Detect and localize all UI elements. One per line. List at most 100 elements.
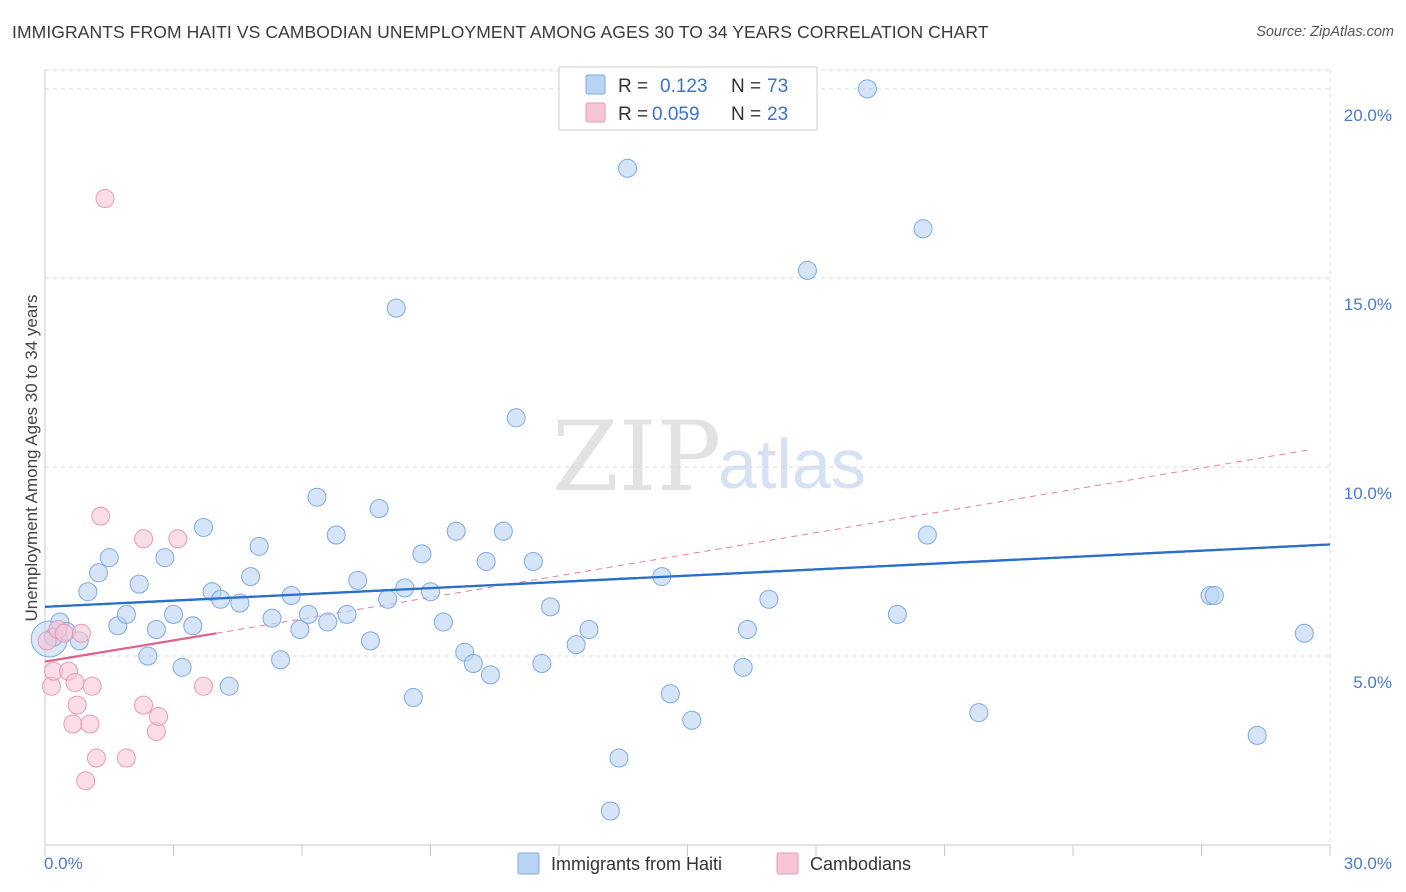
legend-r-label-haiti: R =: [618, 76, 648, 97]
data-point-haiti: [138, 646, 158, 666]
data-point-haiti: [369, 499, 389, 519]
data-point-haiti: [298, 604, 318, 624]
data-point-cambodians: [76, 771, 96, 791]
legend-n-label-haiti: N =: [731, 76, 761, 97]
data-point-haiti: [271, 650, 291, 670]
data-point-haiti: [403, 688, 423, 708]
data-point-haiti: [337, 604, 357, 624]
data-point-cambodians: [134, 695, 154, 715]
data-point-haiti: [476, 551, 496, 571]
data-point-haiti: [887, 604, 907, 624]
trend-lines-front: [44, 543, 1331, 663]
data-point-haiti: [129, 574, 149, 594]
watermark-zip: ZIP: [552, 401, 721, 513]
legend-r-label-cambodians: R =: [618, 104, 648, 125]
y-tick-label: 20.0%: [1344, 106, 1392, 125]
legend-swatch-haiti: [585, 74, 606, 95]
x-tick-label: 0.0%: [44, 854, 83, 873]
data-point-haiti: [78, 582, 98, 602]
data-point-haiti: [241, 567, 261, 587]
data-point-haiti: [493, 521, 513, 541]
data-point-haiti: [969, 703, 989, 723]
data-point-cambodians: [95, 189, 115, 209]
data-point-haiti: [660, 684, 680, 704]
data-point-haiti: [523, 551, 543, 571]
chart-title: IMMIGRANTS FROM HAITI VS CAMBODIAN UNEMP…: [12, 22, 989, 42]
data-point-haiti: [618, 158, 638, 178]
data-point-cambodians: [63, 714, 83, 734]
data-point-haiti: [1204, 585, 1224, 605]
data-point-cambodians: [82, 676, 102, 696]
data-point-haiti: [412, 544, 432, 564]
data-point-haiti: [1294, 623, 1314, 643]
data-point-haiti: [421, 582, 440, 602]
data-point-haiti: [480, 665, 500, 685]
data-point-haiti: [172, 657, 192, 677]
correlation-legend: R = 0.123 N = 73 R = 0.059 N = 23: [558, 66, 818, 131]
data-point-haiti: [733, 657, 753, 677]
data-point-haiti: [290, 620, 310, 640]
data-point-cambodians: [168, 529, 188, 549]
data-point-haiti: [759, 589, 779, 609]
watermark-atlas: atlas: [718, 425, 866, 503]
trend-line-haiti-solid: [44, 543, 1331, 608]
data-point-haiti: [326, 525, 346, 545]
trend-line-cambodians-solid: [44, 632, 217, 663]
data-point-haiti: [797, 260, 817, 280]
y-tick-labels: 5.0% 10.0% 15.0% 20.0%: [1344, 106, 1392, 692]
trend-line-cambodians-extended: [216, 449, 1309, 634]
series-legend-label-cambodians: Cambodians: [810, 854, 911, 874]
data-point-haiti: [579, 620, 599, 640]
data-point-cambodians: [86, 748, 106, 768]
legend-r-value-cambodians: 0.059: [652, 104, 700, 125]
data-point-haiti: [446, 521, 466, 541]
data-point-haiti: [146, 620, 166, 640]
data-point-haiti: [433, 612, 453, 632]
legend-r-value-haiti: 0.123: [660, 76, 708, 97]
data-point-haiti: [532, 654, 552, 674]
data-point-haiti: [361, 631, 381, 651]
data-point-haiti: [600, 801, 620, 821]
legend-n-value-cambodians: 23: [767, 104, 788, 125]
data-point-cambodians: [54, 623, 74, 643]
data-point-cambodians: [149, 706, 169, 726]
data-point-haiti: [307, 487, 327, 507]
data-point-haiti: [609, 748, 629, 768]
axes: [44, 70, 1331, 856]
data-point-haiti: [463, 654, 483, 674]
data-point-cambodians: [193, 676, 213, 696]
x-tick-labels: 0.0% 30.0%: [44, 854, 1392, 873]
x-tick-label: 30.0%: [1344, 854, 1392, 873]
data-point-cambodians: [71, 623, 91, 643]
data-point-haiti: [348, 570, 368, 590]
source-credit: Source: ZipAtlas.com: [1256, 24, 1394, 40]
data-point-cambodians: [116, 748, 136, 768]
data-point-haiti: [737, 620, 757, 640]
series-legend-label-haiti: Immigrants from Haiti: [551, 854, 722, 874]
legend-swatch-cambodians: [585, 102, 606, 123]
legend-n-label-cambodians: N =: [731, 104, 761, 125]
data-point-cambodians: [134, 529, 154, 549]
data-point-haiti: [395, 578, 415, 598]
data-point-haiti: [183, 616, 203, 636]
data-point-haiti: [386, 298, 406, 318]
data-point-haiti: [99, 548, 119, 568]
data-point-haiti: [913, 219, 933, 239]
data-point-haiti: [566, 635, 586, 655]
data-point-haiti: [857, 79, 877, 99]
data-point-haiti: [249, 536, 269, 556]
series-legend-swatch-haiti: [517, 852, 540, 875]
data-point-haiti: [506, 408, 526, 428]
series-legend: Immigrants from Haiti Cambodians: [517, 852, 911, 875]
data-point-haiti: [89, 563, 109, 583]
data-point-cambodians: [80, 714, 100, 734]
data-point-haiti: [917, 525, 937, 545]
data-point-haiti: [262, 608, 282, 628]
y-tick-label: 5.0%: [1353, 673, 1392, 692]
data-point-haiti: [1247, 725, 1267, 745]
legend-n-value-haiti: 73: [767, 76, 788, 97]
data-point-haiti: [155, 548, 175, 568]
data-point-haiti: [164, 604, 183, 624]
y-tick-label: 15.0%: [1344, 295, 1392, 314]
